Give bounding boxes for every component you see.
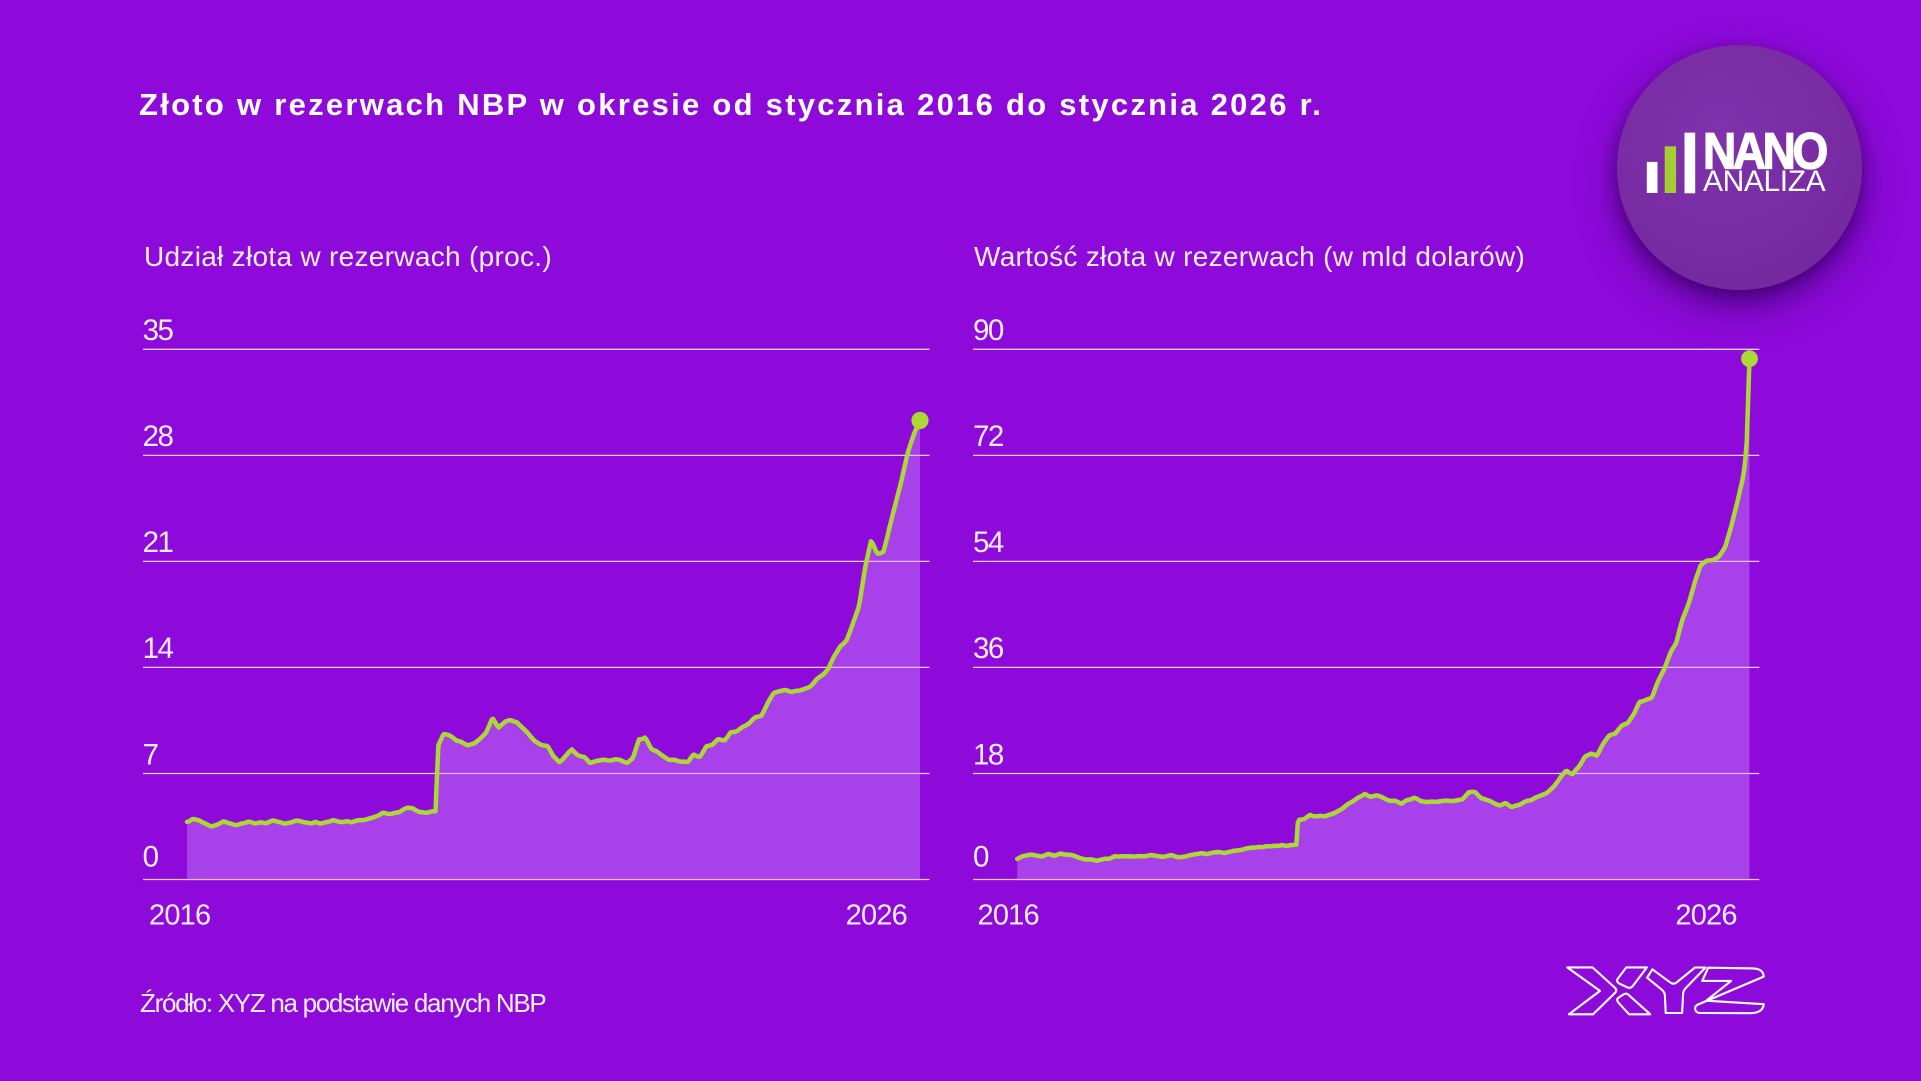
svg-text:2026: 2026: [1675, 900, 1736, 932]
svg-text:36: 36: [973, 632, 1004, 665]
svg-text:0: 0: [973, 841, 989, 874]
svg-text:28: 28: [143, 420, 174, 453]
svg-text:35: 35: [143, 314, 174, 347]
svg-text:90: 90: [973, 314, 1004, 347]
svg-text:2026: 2026: [846, 900, 907, 932]
svg-text:2016: 2016: [978, 900, 1039, 932]
svg-text:21: 21: [143, 526, 173, 559]
svg-text:14: 14: [143, 632, 174, 665]
svg-text:7: 7: [143, 738, 158, 771]
svg-text:18: 18: [973, 738, 1004, 771]
svg-text:54: 54: [973, 526, 1004, 559]
svg-text:2016: 2016: [149, 900, 210, 932]
svg-text:72: 72: [973, 420, 1003, 453]
svg-text:0: 0: [143, 841, 159, 874]
